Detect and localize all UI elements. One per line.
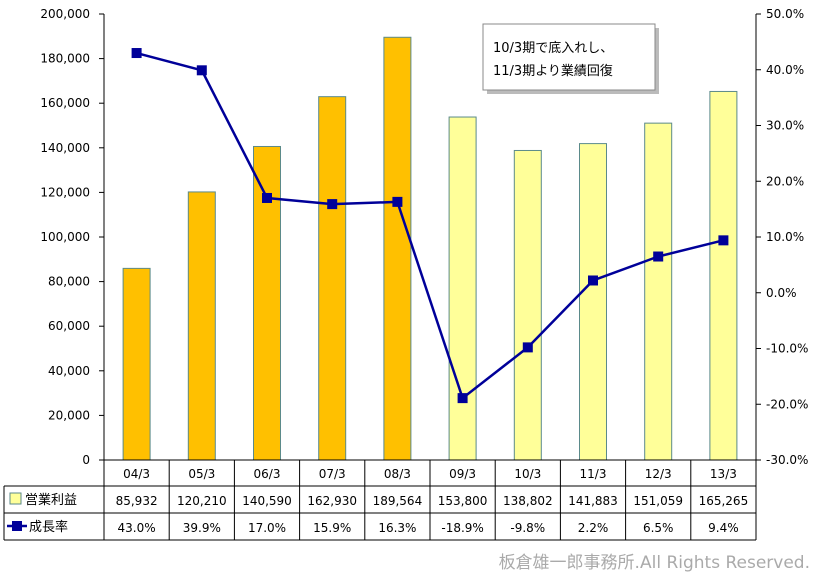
left-tick-label: 0 <box>82 453 90 467</box>
left-tick-label: 40,000 <box>48 364 90 378</box>
bar-value-label: 189,564 <box>373 494 423 508</box>
category-label: 11/3 <box>580 467 607 481</box>
right-tick-label: 0.0% <box>766 286 797 300</box>
category-label: 04/3 <box>123 467 150 481</box>
right-tick-label: -10.0% <box>766 342 808 356</box>
left-tick-label: 140,000 <box>40 141 90 155</box>
category-label: 05/3 <box>188 467 215 481</box>
left-tick-label: 80,000 <box>48 275 90 289</box>
right-axis-ticks: -30.0% -20.0% -10.0% 0.0% 10.0% 20.0% 30.0% 40.… <box>756 7 808 467</box>
left-tick-label: 60,000 <box>48 319 90 333</box>
line-series <box>131 48 729 404</box>
line-value-label: 2.2% <box>578 521 609 535</box>
annotation-box: 10/3期で底入れし、 11/3期より業績回復 <box>482 23 659 94</box>
category-label: 08/3 <box>384 467 411 481</box>
line-point <box>588 275 598 286</box>
category-label: 13/3 <box>710 467 737 481</box>
line-point <box>718 235 729 246</box>
right-tick-label: 20.0% <box>766 174 804 188</box>
bar <box>709 90 738 461</box>
bar <box>383 36 412 461</box>
line-point <box>522 342 533 353</box>
category-label: 12/3 <box>645 467 672 481</box>
bar-value-label: 151,059 <box>633 494 683 508</box>
line-point <box>653 251 664 262</box>
left-tick-label: 160,000 <box>40 96 90 110</box>
bar <box>448 116 477 461</box>
bar-value-label: 153,800 <box>438 494 488 508</box>
line-value-label: -18.9% <box>441 521 483 535</box>
line-point <box>327 199 338 210</box>
line-value-label: 16.3% <box>378 521 416 535</box>
category-label: 07/3 <box>319 467 346 481</box>
bar <box>122 267 151 461</box>
right-tick-label: 40.0% <box>766 63 804 77</box>
line-point <box>196 65 207 76</box>
bar-value-label: 141,883 <box>568 494 618 508</box>
line-point <box>392 196 403 207</box>
left-tick-label: 20,000 <box>48 408 90 422</box>
line-value-label: 9.4% <box>708 521 739 535</box>
line-point <box>262 192 272 203</box>
bar <box>513 149 542 461</box>
line-value-label: 15.9% <box>313 521 351 535</box>
bar-value-label: 120,210 <box>177 494 227 508</box>
data-table: 04/3 05/3 06/3 07/3 08/3 09/3 10/3 11/3 12/3 13/3… <box>3 459 757 541</box>
legend-line-label: 成長率 <box>29 519 68 535</box>
bar-value-label: 85,932 <box>116 494 158 508</box>
annotation-line-1: 10/3期で底入れし、 <box>493 40 613 56</box>
axes <box>103 14 757 460</box>
copyright-text: 板倉雄一郎事務所.All Rights Reserved. <box>499 553 810 573</box>
category-label: 09/3 <box>449 467 476 481</box>
right-tick-label: 50.0% <box>766 7 804 21</box>
bar <box>579 143 607 461</box>
left-axis-ticks: 0 20,000 40,000 60,000 80,000 100,000 120,000 1… <box>40 7 104 467</box>
legend-bar-label: 営業利益 <box>25 492 77 508</box>
right-tick-label: -20.0% <box>766 397 808 411</box>
bar-value-label: 138,802 <box>503 494 553 508</box>
annotation-line-2: 11/3期より業績回復 <box>493 63 613 79</box>
right-tick-label: -30.0% <box>766 453 808 467</box>
legend-bar-key <box>9 492 22 505</box>
category-label: 10/3 <box>514 467 541 481</box>
bar-series <box>122 36 738 461</box>
growth-line <box>136 51 724 400</box>
left-tick-label: 200,000 <box>40 7 90 21</box>
category-label: 06/3 <box>254 467 281 481</box>
line-value-label: -9.8% <box>510 521 545 535</box>
line-value-label: 17.0% <box>248 521 286 535</box>
bar-value-label: 165,265 <box>699 494 749 508</box>
line-value-label: 6.5% <box>643 521 674 535</box>
right-tick-label: 30.0% <box>766 119 804 133</box>
line-value-label: 43.0% <box>118 521 156 535</box>
bar <box>187 191 216 461</box>
bar-value-label: 162,930 <box>307 494 357 508</box>
left-tick-label: 100,000 <box>40 230 90 244</box>
line-value-label: 39.9% <box>183 521 221 535</box>
line-point <box>457 393 468 404</box>
left-tick-label: 180,000 <box>40 52 90 66</box>
legend-line-marker <box>12 521 22 531</box>
bar <box>318 96 347 461</box>
bar-value-label: 140,590 <box>242 494 292 508</box>
bar <box>644 122 673 461</box>
left-tick-label: 120,000 <box>40 185 90 199</box>
line-point <box>131 48 142 59</box>
right-tick-label: 10.0% <box>766 230 804 244</box>
